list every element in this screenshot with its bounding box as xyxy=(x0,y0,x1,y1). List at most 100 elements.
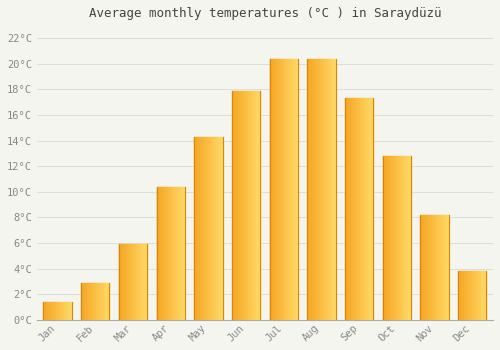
Bar xyxy=(240,91,241,320)
Bar xyxy=(274,58,276,320)
Bar xyxy=(221,137,222,320)
Bar xyxy=(122,244,123,320)
Bar xyxy=(107,283,108,320)
Bar xyxy=(86,283,87,320)
Bar xyxy=(173,187,174,320)
Bar xyxy=(401,156,402,320)
Bar xyxy=(120,244,121,320)
Bar xyxy=(317,58,318,320)
Bar xyxy=(215,137,216,320)
Bar xyxy=(420,215,421,320)
Bar xyxy=(395,156,396,320)
Bar xyxy=(321,58,322,320)
Bar xyxy=(108,283,109,320)
Bar xyxy=(448,215,449,320)
Bar xyxy=(393,156,394,320)
Bar xyxy=(172,187,173,320)
Bar xyxy=(64,302,65,320)
Bar xyxy=(124,244,125,320)
Bar xyxy=(158,187,159,320)
Bar xyxy=(371,98,372,320)
Bar xyxy=(313,58,314,320)
Bar xyxy=(66,302,67,320)
Bar xyxy=(322,58,323,320)
Bar xyxy=(399,156,400,320)
Bar xyxy=(220,137,221,320)
Bar xyxy=(285,58,286,320)
Bar xyxy=(309,58,310,320)
Bar xyxy=(438,215,439,320)
Bar xyxy=(362,98,363,320)
Bar xyxy=(138,244,139,320)
Bar xyxy=(146,244,147,320)
Bar xyxy=(164,187,165,320)
Bar xyxy=(405,156,406,320)
Bar xyxy=(422,215,424,320)
Bar xyxy=(308,58,309,320)
Bar xyxy=(175,187,176,320)
Bar xyxy=(182,187,183,320)
Bar xyxy=(383,156,384,320)
Bar xyxy=(210,137,211,320)
Bar xyxy=(176,187,177,320)
Bar xyxy=(251,91,252,320)
Bar xyxy=(211,137,212,320)
Bar xyxy=(250,91,251,320)
Bar xyxy=(253,91,254,320)
Bar xyxy=(102,283,103,320)
Bar xyxy=(460,271,461,320)
Bar xyxy=(216,137,217,320)
Bar xyxy=(252,91,253,320)
Bar xyxy=(99,283,100,320)
Bar xyxy=(353,98,354,320)
Bar xyxy=(128,244,129,320)
Bar xyxy=(58,302,59,320)
Bar xyxy=(278,58,280,320)
Bar xyxy=(477,271,478,320)
Bar xyxy=(136,244,137,320)
Bar xyxy=(404,156,405,320)
Bar xyxy=(101,283,102,320)
Bar xyxy=(350,98,352,320)
Bar xyxy=(480,271,481,320)
Bar xyxy=(69,302,70,320)
Bar xyxy=(121,244,122,320)
Bar xyxy=(323,58,324,320)
Bar xyxy=(296,58,297,320)
Bar xyxy=(369,98,370,320)
Bar xyxy=(178,187,179,320)
Bar xyxy=(236,91,237,320)
Bar xyxy=(87,283,88,320)
Bar xyxy=(84,283,85,320)
Bar xyxy=(54,302,56,320)
Bar xyxy=(445,215,446,320)
Bar xyxy=(198,137,199,320)
Bar xyxy=(65,302,66,320)
Bar xyxy=(166,187,168,320)
Bar xyxy=(437,215,438,320)
Bar xyxy=(51,302,52,320)
Bar xyxy=(312,58,313,320)
Bar xyxy=(207,137,208,320)
Bar xyxy=(161,187,162,320)
Bar xyxy=(135,244,136,320)
Bar xyxy=(142,244,143,320)
Bar xyxy=(444,215,445,320)
Bar xyxy=(174,187,175,320)
Bar xyxy=(470,271,471,320)
Bar xyxy=(289,58,290,320)
Bar xyxy=(204,137,205,320)
Bar xyxy=(202,137,203,320)
Bar xyxy=(81,283,82,320)
Bar xyxy=(292,58,293,320)
Bar xyxy=(367,98,368,320)
Bar xyxy=(294,58,295,320)
Bar xyxy=(232,91,233,320)
Bar xyxy=(358,98,359,320)
Bar xyxy=(199,137,200,320)
Bar xyxy=(469,271,470,320)
Bar xyxy=(356,98,357,320)
Bar xyxy=(233,91,234,320)
Bar xyxy=(441,215,442,320)
Bar xyxy=(355,98,356,320)
